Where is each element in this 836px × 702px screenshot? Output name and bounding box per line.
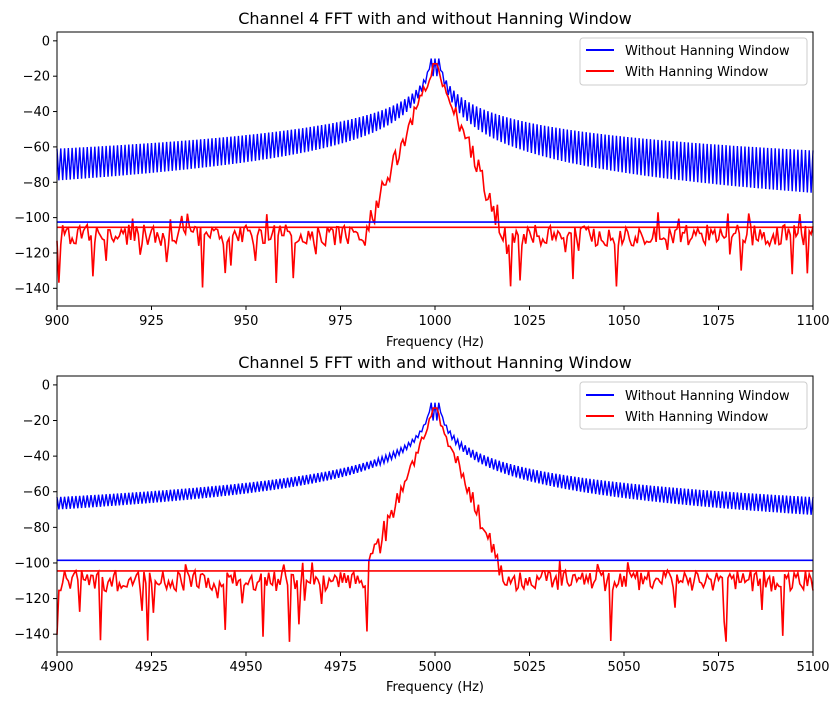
chart-2-y-tick-label: −60 xyxy=(23,485,50,500)
chart-2-y-tick-label: −20 xyxy=(23,414,50,429)
chart-1-ticks: 900 925 950 975 1000 1025 1050 1075 1100 0 −20 −40 −… xyxy=(14,34,829,329)
chart-2-legend: Without Hanning Window With Hanning Wind… xyxy=(579,381,808,430)
chart-1-legend-label-with: With Hanning Window xyxy=(625,65,769,80)
chart-1-y-tick-label: −80 xyxy=(23,176,50,191)
chart-2-legend-label-without: Without Hanning Window xyxy=(625,389,790,404)
chart-1-legend-label-without: Without Hanning Window xyxy=(625,44,790,59)
chart-1-plot-area xyxy=(56,58,814,288)
chart-2-x-axis-label: Frequency (Hz) xyxy=(386,680,484,695)
series-without-hanning-line xyxy=(56,402,814,515)
chart-1-x-tick-label: 975 xyxy=(328,314,353,329)
chart-1-y-tick-label: −140 xyxy=(14,282,50,297)
chart-2-legend-box xyxy=(579,381,808,430)
chart-1-y-tick-label: −100 xyxy=(14,211,50,226)
chart-1-x-tick-label: 1100 xyxy=(796,314,829,329)
chart-2-x-tick-label: 5100 xyxy=(796,660,829,675)
chart-1-y-tick-label: −40 xyxy=(23,105,50,120)
chart-1-x-tick-label: 925 xyxy=(139,314,164,329)
chart-2-x-tick-label: 4900 xyxy=(40,660,73,675)
chart-1-x-tick-label: 1075 xyxy=(702,314,735,329)
chart-1-x-axis-label: Frequency (Hz) xyxy=(386,335,484,350)
chart-2-legend-label-with: With Hanning Window xyxy=(625,410,769,425)
chart-1-x-tick-label: 950 xyxy=(234,314,259,329)
chart-1-legend-box xyxy=(579,37,808,86)
chart-2-x-tick-label: 5050 xyxy=(607,660,640,675)
chart-2-plot-area xyxy=(56,402,814,642)
chart-1-y-tick-label: −120 xyxy=(14,246,50,261)
chart-2-ticks: 4900 4925 4950 4975 5000 5025 5050 5075 5100 0 −20… xyxy=(14,378,829,675)
chart-1-x-tick-label: 1025 xyxy=(513,314,546,329)
chart-2-x-tick-label: 4950 xyxy=(229,660,262,675)
chart-2-x-tick-label: 5025 xyxy=(513,660,546,675)
chart-2-y-tick-label: −40 xyxy=(23,450,50,465)
chart-2-x-tick-label: 4925 xyxy=(135,660,168,675)
chart-1-y-tick-label: −20 xyxy=(23,70,50,85)
chart-2-y-tick-label: −80 xyxy=(23,521,50,536)
series-with-hanning-line xyxy=(56,407,814,642)
chart-channel-5: Channel 5 FFT with and without Hanning W… xyxy=(14,353,829,695)
chart-2-y-tick-label: −100 xyxy=(14,556,50,571)
chart-1-y-tick-label: 0 xyxy=(42,34,50,49)
series-without-hanning-line xyxy=(56,58,814,193)
chart-1-x-tick-label: 1050 xyxy=(607,314,640,329)
chart-2-title: Channel 5 FFT with and without Hanning W… xyxy=(238,353,632,372)
chart-1-title: Channel 4 FFT with and without Hanning W… xyxy=(238,9,632,28)
chart-2-y-tick-label: −140 xyxy=(14,628,50,643)
chart-1-legend: Without Hanning Window With Hanning Wind… xyxy=(579,37,808,86)
series-with-hanning-line xyxy=(56,63,814,288)
chart-2-y-tick-label: −120 xyxy=(14,592,50,607)
chart-channel-4: Channel 4 FFT with and without Hanning W… xyxy=(14,9,829,350)
chart-2-x-tick-label: 5000 xyxy=(418,660,451,675)
chart-2-y-tick-label: 0 xyxy=(42,378,50,393)
chart-2-x-tick-label: 4975 xyxy=(324,660,357,675)
chart-2-x-tick-label: 5075 xyxy=(702,660,735,675)
chart-1-x-tick-label: 900 xyxy=(45,314,70,329)
chart-1-y-tick-label: −60 xyxy=(23,140,50,155)
chart-1-x-tick-label: 1000 xyxy=(418,314,451,329)
